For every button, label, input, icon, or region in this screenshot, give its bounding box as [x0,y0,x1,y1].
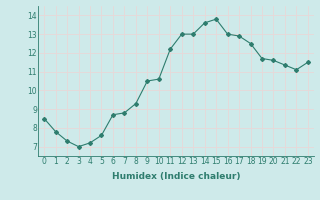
X-axis label: Humidex (Indice chaleur): Humidex (Indice chaleur) [112,172,240,181]
